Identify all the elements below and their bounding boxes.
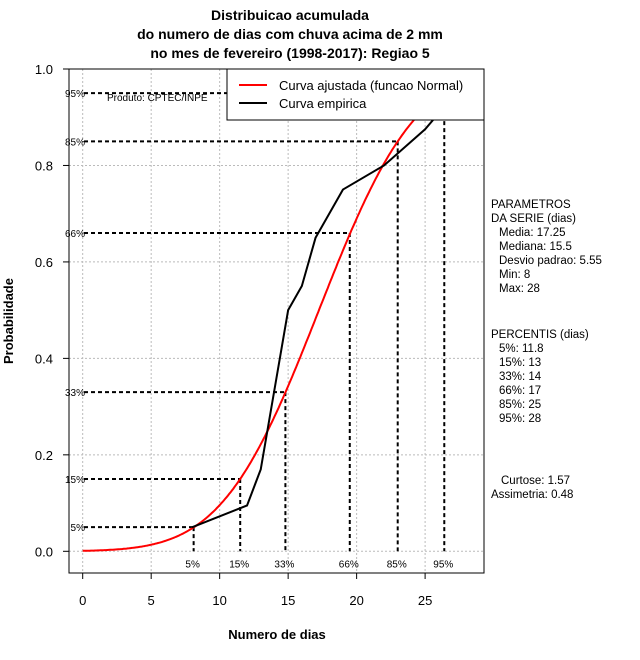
percentile-x-label: 33% [274,559,294,570]
percentil-85: 85%: 25 [499,399,541,411]
x-tick-label: 20 [349,593,363,608]
x-tick-label: 5 [148,593,155,608]
empirical-point [424,128,426,131]
empirical-point [287,309,289,311]
credit-text: Produto: CPTEC/INPE [107,93,208,104]
empirical-point [259,468,262,471]
params-title-1: PARAMETROS [491,199,571,211]
empirical-curve [191,80,467,529]
axes: 0 5 10 15 20 25 0.0 0.2 0.4 0.6 0.8 1.0 [35,62,432,608]
x-tick-label: 15 [281,593,295,608]
percentil-33: 33%: 14 [499,371,542,383]
percentile-y-label: 66% [65,229,85,240]
empirical-point [301,285,303,287]
y-tick-label: 1.0 [35,62,53,77]
empirical-point [191,526,194,528]
y-tick-label: 0.4 [35,351,53,366]
y-tick-label: 0.2 [35,448,53,463]
empirical-point [314,237,317,239]
percentile-y-label: 5% [71,523,86,534]
x-axis-label: Numero de dias [228,627,326,642]
chart-title-line-2: do numero de dias com chuva acima de 2 m… [137,26,443,42]
percentile-x-label: 95% [433,559,453,570]
curtose-text: Curtose: 1.57 [501,475,570,487]
percentile-y-label: 33% [65,388,85,399]
percentile-x-label: 5% [185,559,200,570]
legend-label-empirical: Curva empirica [279,96,367,111]
percentile-x-label: 85% [387,559,407,570]
params-title-2: DA SERIE (dias) [491,213,576,225]
percentil-5: 5%: 11.8 [499,343,544,355]
chart-title-line-3: no mes de fevereiro (1998-2017): Regiao … [150,45,430,61]
marks: 5% 5% 15% 15% 33% 33% 66% 66% 85% 85% 95% 95% [65,80,467,570]
param-desvio: Desvio padrao: 5.55 [499,255,602,267]
y-tick-label: 0.6 [35,255,53,270]
x-tick-label: 10 [212,593,226,608]
y-tick-label: 0.0 [35,544,53,559]
normal-fit-curve [82,80,467,552]
y-axis-label: Probabilidade [1,278,16,364]
legend-label-normal: Curva ajustada (funcao Normal) [279,78,463,93]
y-tick-label: 0.8 [35,158,53,173]
empirical-point [246,504,248,507]
empirical-point [383,164,385,167]
x-tick-label: 0 [79,593,86,608]
percentile-x-label: 15% [229,559,249,570]
empirical-point [342,188,344,191]
plot-frame [68,68,485,574]
percentil-66: 66%: 17 [499,385,541,397]
x-tick-label: 25 [418,593,432,608]
percentil-95: 95%: 28 [499,413,541,425]
percentile-x-label: 66% [339,559,359,570]
assimetria-text: Assimetria: 0.48 [491,489,573,501]
percentile-y-label: 85% [65,137,85,148]
side-panel: PARAMETROS DA SERIE (dias) Media: 17.25 … [491,199,602,501]
grid [69,68,484,573]
percentil-15: 15%: 13 [499,357,541,369]
percentile-y-label: 95% [65,89,85,100]
legend: Curva ajustada (funcao Normal) Curva emp… [226,68,485,121]
param-min: Min: 8 [499,269,530,281]
percentile-y-label: 15% [65,475,85,486]
param-media: Media: 17.25 [499,227,566,239]
legend-box [226,68,485,121]
chart-title-line-1: Distribuicao acumulada [211,7,369,23]
param-max: Max: 28 [499,283,540,295]
percentis-title: PERCENTIS (dias) [491,329,589,341]
param-mediana: Mediana: 15.5 [499,241,572,253]
